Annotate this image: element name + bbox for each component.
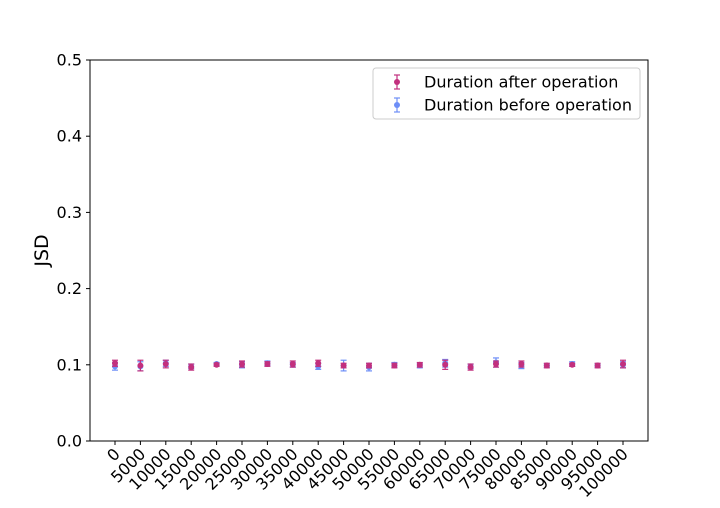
legend-label: Duration before operation xyxy=(424,96,632,115)
data-point xyxy=(340,362,347,369)
data-point xyxy=(137,362,144,369)
legend-marker xyxy=(394,102,400,108)
legend-marker xyxy=(394,79,400,85)
data-point xyxy=(315,360,322,367)
data-point xyxy=(366,362,372,369)
data-point xyxy=(620,361,626,368)
data-point xyxy=(569,361,576,368)
data-point xyxy=(289,361,296,368)
y-tick-label: 0.2 xyxy=(57,279,82,298)
data-point xyxy=(442,361,449,368)
data-point xyxy=(264,361,271,368)
data-point xyxy=(493,361,499,368)
data-point xyxy=(391,362,398,369)
data-point xyxy=(213,361,220,368)
y-tick-label: 0.3 xyxy=(57,203,82,222)
y-tick-label: 0.4 xyxy=(57,127,82,146)
data-point xyxy=(543,362,550,369)
data-point xyxy=(594,362,601,369)
data-point xyxy=(112,360,118,367)
data-point xyxy=(416,361,423,368)
legend-label: Duration after operation xyxy=(424,73,618,92)
data-point xyxy=(467,364,474,371)
data-point xyxy=(518,361,525,368)
y-axis-label: JSD xyxy=(31,234,53,267)
y-tick-label: 0.1 xyxy=(57,355,82,374)
data-point xyxy=(188,364,195,371)
data-point xyxy=(162,361,169,368)
data-point xyxy=(239,361,245,368)
y-tick-label: 0.5 xyxy=(57,51,82,70)
legend-box xyxy=(372,67,641,120)
y-tick-label: 0.0 xyxy=(57,432,82,451)
